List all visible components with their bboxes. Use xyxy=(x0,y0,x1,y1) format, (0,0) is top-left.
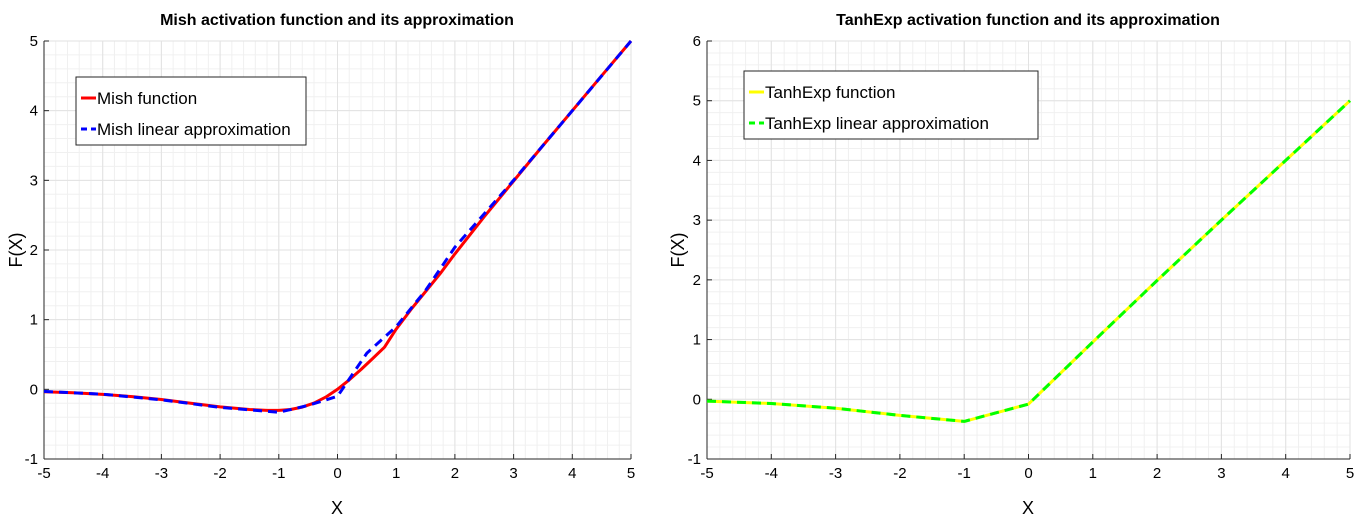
x-axis-label: X xyxy=(1022,498,1034,518)
y-tick-label: 1 xyxy=(30,312,38,329)
y-tick-label: 2 xyxy=(693,272,701,289)
x-tick-label: 3 xyxy=(509,465,517,482)
x-tick-label: 0 xyxy=(333,465,341,482)
x-tick-label: -1 xyxy=(958,465,971,482)
chart-title: TanhExp activation function and its appr… xyxy=(836,12,1220,29)
chart-title: Mish activation function and its approxi… xyxy=(160,12,514,29)
y-tick-label: 0 xyxy=(693,391,701,408)
chart-2: -5 -4 -3 -2 -1 0 1 2 3 4 5 -1 0 1 2 3 4 5 6 TanhExp activat… xyxy=(668,12,1354,518)
legend-box xyxy=(75,76,307,146)
y-tick-label: 4 xyxy=(30,103,38,120)
x-tick-label: -2 xyxy=(213,465,226,482)
y-tick-label: -1 xyxy=(688,451,701,468)
x-tick-label: -3 xyxy=(829,465,842,482)
x-tick-label: 4 xyxy=(1282,465,1290,482)
y-tick-label: 1 xyxy=(693,332,701,349)
legend-label: TanhExp linear approximation xyxy=(765,114,989,133)
x-tick-label: -3 xyxy=(155,465,168,482)
x-tick-label: -5 xyxy=(700,465,713,482)
x-tick-label: -1 xyxy=(272,465,285,482)
x-axis-label: X xyxy=(331,498,343,518)
series-line-2 xyxy=(706,99,1352,423)
y-axis-label: F(X) xyxy=(668,233,688,268)
x-tick-label: 2 xyxy=(1153,465,1161,482)
y-tick-label: 2 xyxy=(30,242,38,259)
x-tick-label: -4 xyxy=(96,465,109,482)
legend-box xyxy=(743,70,1039,140)
legend-label: TanhExp function xyxy=(765,83,895,102)
x-tick-label: 0 xyxy=(1024,465,1032,482)
y-tick-label: 0 xyxy=(30,381,38,398)
x-tick-label: -2 xyxy=(893,465,906,482)
legend: TanhExp function TanhExp linear approxima… xyxy=(743,70,1039,140)
y-tick-label: 5 xyxy=(30,33,38,50)
x-tick-label: 4 xyxy=(568,465,576,482)
x-tick-label: -4 xyxy=(765,465,778,482)
y-tick-label: -1 xyxy=(25,451,38,468)
y-tick-label: 4 xyxy=(693,152,701,169)
x-tick-label: 1 xyxy=(392,465,400,482)
y-tick-label: 5 xyxy=(693,93,701,110)
y-tick-label: 3 xyxy=(30,172,38,189)
x-tick-label: 5 xyxy=(627,465,635,482)
y-tick-label: 3 xyxy=(693,212,701,229)
chart-1: -5 -4 -3 -2 -1 0 1 2 3 4 5 -1 0 1 2 3 4 5 Mish activation … xyxy=(6,12,635,518)
y-tick-label: 6 xyxy=(693,33,701,50)
x-tick-label: 1 xyxy=(1089,465,1097,482)
legend-label: Mish linear approximation xyxy=(97,120,291,139)
x-tick-label: 2 xyxy=(451,465,459,482)
x-tick-label: 5 xyxy=(1346,465,1354,482)
y-axis-label: F(X) xyxy=(6,233,26,268)
series-line-2 xyxy=(43,40,633,414)
legend-label: Mish function xyxy=(97,89,197,108)
legend: Mish function Mish linear approximation xyxy=(75,76,307,146)
x-tick-label: -5 xyxy=(37,465,50,482)
x-tick-label: 3 xyxy=(1217,465,1225,482)
